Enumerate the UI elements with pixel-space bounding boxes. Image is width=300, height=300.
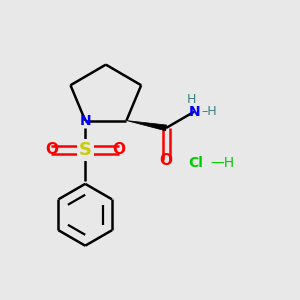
- Text: –H: –H: [202, 105, 217, 118]
- Text: H: H: [187, 93, 196, 106]
- Text: Cl: Cl: [188, 156, 203, 170]
- Text: S: S: [79, 141, 92, 159]
- Text: O: O: [160, 153, 173, 168]
- Text: N: N: [188, 105, 200, 119]
- Text: —H: —H: [210, 156, 235, 170]
- Polygon shape: [126, 121, 167, 131]
- Text: N: N: [80, 114, 91, 128]
- Text: O: O: [45, 142, 58, 158]
- Text: O: O: [112, 142, 126, 158]
